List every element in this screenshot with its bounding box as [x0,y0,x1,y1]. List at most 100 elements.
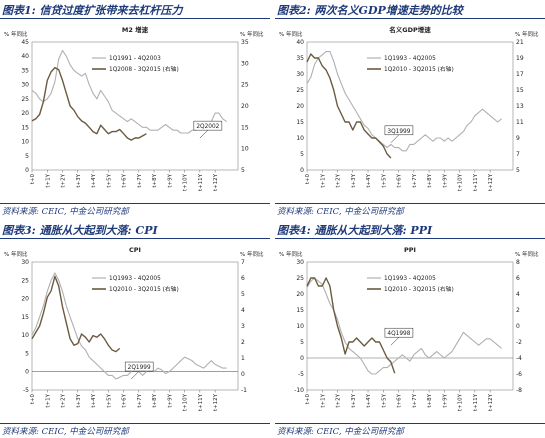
x-tick-label: t+9Y [167,173,173,187]
x-tick-label: t+9Y [167,393,173,407]
x-tick-label: t+2Y [336,393,342,407]
y-tick-label-left: 0 [300,355,304,362]
legend-entry: 1Q2008 - 3Q2015 (右轴) [109,65,179,73]
y-tick-label-right: -6 [516,371,522,378]
legend-entry: 1Q1991 - 4Q2003 [109,56,161,62]
y-tick-label-left: 25 [21,96,29,103]
y-tick-label-left: 5 [300,151,304,158]
y-tick-label-right: -1 [241,387,247,394]
series-line-2 [31,66,147,141]
y-tick-label-right: 30 [241,60,249,67]
legend-entry: 1Q1993 - 4Q2005 [384,276,436,282]
y-tick-label-right: 0 [241,371,245,378]
y-tick-label-left: 0 [25,369,29,376]
y-axis-left-label: % 年同比 [4,250,28,258]
y-tick-label-right: 7 [241,259,245,266]
y-tick-label-right: 8 [516,259,520,266]
y-tick-label-right: 2 [516,307,520,314]
y-tick-label-right: 2 [241,339,245,346]
y-tick-label-left: 5 [25,153,29,160]
x-tick-label: t+11Y [473,393,479,411]
y-tick-label-right: 9 [516,135,520,142]
x-tick-label: t+8Y [152,393,158,407]
x-tick-label: t+1Y [45,173,51,187]
x-tick-label: t+4Y [366,173,372,187]
chart-panel-4: 图表4: 通胀从大起到大落: PPI PPI % 年同比 % 年同比 -10 -5 0 5 1… [275,220,545,438]
y-tick-label-left: 15 [296,119,304,126]
figure-caption: 图表3: 通胀从大起到大落: CPI [2,224,158,237]
y-tick-label-right: 11 [516,119,524,126]
annotation-label: 2Q1999 [128,365,151,371]
y-tick-label-left: -5 [298,371,304,378]
source-note: 资料来源: CEIC, 中金公司研究部 [2,207,129,217]
y-tick-label-right: 21 [516,39,524,46]
source-note: 资料来源: CEIC, 中金公司研究部 [2,427,129,437]
y-tick-label-left: 25 [21,277,29,284]
plot-frame [306,261,514,391]
x-tick-label: t+0 [30,394,36,405]
y-tick-label-left: 35 [296,55,304,62]
y-axis-left-label: % 年同比 [279,250,303,258]
caption-rule [0,238,270,239]
y-tick-label-right: 6 [241,275,245,282]
x-tick-label: t+9Y [442,173,448,187]
y-tick-label-left: 20 [21,110,29,117]
y-tick-label-left: 30 [296,71,304,78]
annotation-pointer [390,134,400,143]
x-tick-label: t+5Y [381,393,387,407]
y-tick-label-left: 30 [21,82,29,89]
x-tick-label: t+12Y [213,173,219,191]
figure-caption: 图表4: 通胀从大起到大落: PPI [277,224,433,237]
y-tick-label-left: 0 [25,167,29,174]
y-tick-label-right: 10 [241,146,249,153]
series-line-2 [31,275,121,353]
x-tick-label: t+11Y [473,173,479,191]
y-tick-label-left: 20 [296,291,304,298]
y-tick-label-right: 6 [516,275,520,282]
line-chart: PPI % 年同比 % 年同比 -10 -5 0 5 10 15 20 25 30 -8 -6 -4 -2 0 2… [279,246,539,411]
y-tick-label-right: 5 [241,291,245,298]
y-tick-label-right: 5 [516,167,520,174]
x-tick-label: t+10Y [458,393,464,411]
y-axis-right-label: % 年同比 [240,30,264,38]
x-tick-label: t+1Y [320,393,326,407]
y-tick-label-left: 15 [21,124,29,131]
y-tick-label-right: -2 [516,339,522,346]
x-tick-label: t+5Y [106,393,112,407]
caption-rule [275,18,545,19]
annotation-label: 3Q1999 [387,129,410,135]
annotation-pointer [199,129,209,139]
x-tick-label: t+0 [305,394,311,405]
y-tick-label-right: 15 [516,87,524,94]
y-tick-label-right: 13 [516,103,524,110]
annotation-pointer [131,370,140,380]
source-rule [275,423,545,424]
y-tick-label-right: 4 [516,291,520,298]
series-line-1 [306,277,502,375]
y-tick-label-right: 20 [241,103,249,110]
y-tick-label-left: 0 [300,167,304,174]
y-tick-label-left: 20 [296,103,304,110]
x-tick-label: t+3Y [76,393,82,407]
y-tick-label-left: 35 [21,67,29,74]
source-rule [0,203,270,204]
y-tick-label-left: 5 [300,339,304,346]
y-tick-label-left: 25 [296,87,304,94]
x-tick-label: t+6Y [397,173,403,187]
x-tick-label: t+7Y [137,173,143,187]
y-tick-label-left: 10 [21,139,29,146]
y-tick-label-left: -10 [294,387,304,394]
x-tick-label: t+1Y [320,173,326,187]
annotation-box [193,120,223,131]
x-tick-label: t+11Y [198,393,204,411]
annotation-label: 2Q2002 [196,124,219,130]
caption-rule [0,18,270,19]
annotation-box [384,125,414,136]
y-tick-label-left: -5 [23,387,29,394]
legend-entry: 1Q2010 - 3Q2015 (右轴) [384,65,454,73]
y-axis-right-label: % 年同比 [515,30,539,38]
y-tick-label-right: -4 [516,355,522,362]
y-tick-label-right: 15 [241,124,249,131]
chart-panel-1: 图表1: 信贷过度扩张带来去杠杆压力 M2 增速 % 年同比 % 年同比 0 5 10 15… [0,0,270,218]
plot-frame [31,41,239,171]
